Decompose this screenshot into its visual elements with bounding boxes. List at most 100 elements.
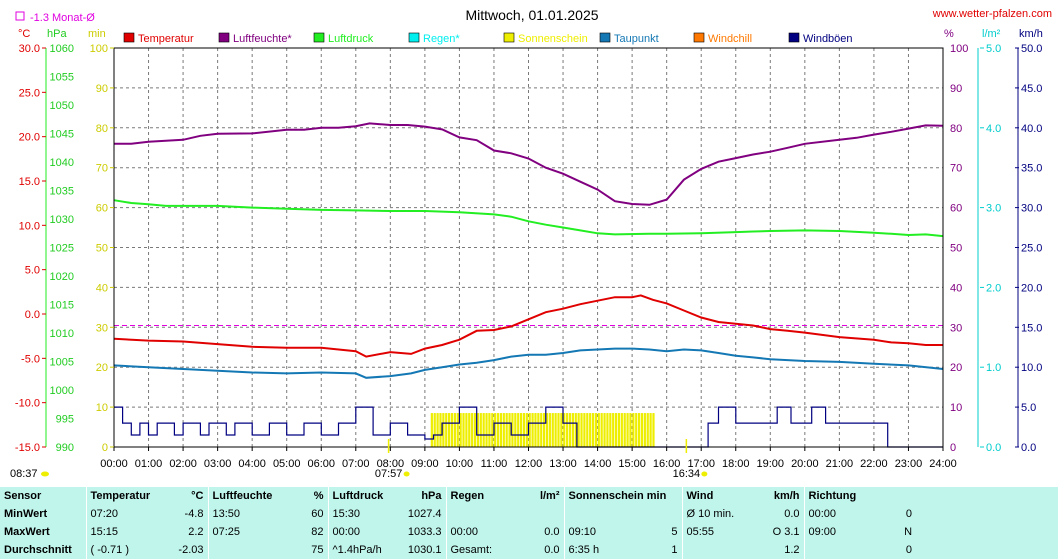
y-tick-label-percent: 100 — [950, 43, 968, 55]
sunshine-bar — [571, 413, 574, 447]
sunshine-bar — [540, 413, 543, 447]
y-tick-label-wind: 30.0 — [1021, 203, 1042, 215]
legend-swatch — [123, 32, 135, 43]
stats-dir-value: 0 — [905, 544, 913, 556]
y-tick-label-temp: 5.0 — [25, 265, 40, 277]
stats-rain-time — [445, 505, 514, 523]
sunshine-bar — [522, 413, 526, 447]
sunshine-bar — [496, 413, 500, 447]
stats-wind-time: Ø 10 min. — [681, 505, 759, 523]
y-tick-label-percent: 10 — [950, 402, 962, 414]
legend-label: Windchill — [708, 33, 752, 45]
sunshine-bar — [652, 413, 655, 447]
y-tick-label-percent: 80 — [950, 123, 962, 135]
sunshine-bar — [450, 413, 454, 447]
sun-markers: 07:57 16:34 — [375, 439, 708, 480]
y-tick-label-temp: 10.0 — [19, 220, 40, 232]
sunshine-bar — [545, 413, 549, 447]
x-tick-label: 12:00 — [515, 458, 543, 470]
stats-dir-time: 00:00 — [803, 505, 875, 523]
stats-temp-value: -4.8 — [184, 508, 204, 520]
x-tick-label: 15:00 — [618, 458, 646, 470]
y-tick-label-temp: 25.0 — [19, 87, 40, 99]
site-link[interactable]: www.wetter-pfalzen.com — [932, 8, 1052, 20]
stats-temp-time: 15:15 — [85, 523, 164, 541]
sunshine-bar — [499, 413, 503, 447]
y-tick-label-pressure: 1055 — [50, 72, 74, 84]
legend-swatch — [408, 32, 420, 43]
y-tick-label-percent: 40 — [950, 282, 962, 294]
stats-header-sun: Sonnenschein min — [563, 487, 683, 505]
sunshine-bar — [517, 413, 520, 447]
sunshine-bar — [606, 413, 609, 447]
sunshine-bar — [459, 413, 462, 447]
chart-title: Mittwoch, 01.01.2025 — [465, 7, 598, 23]
stats-row-label: MinWert — [4, 508, 48, 520]
y-tick-label-temp: 15.0 — [19, 176, 40, 188]
x-tick-label: 21:00 — [826, 458, 854, 470]
y-tick-label-minutes: 30 — [96, 322, 108, 334]
time-marker-label: 08:37 — [10, 468, 38, 480]
y-tick-label-minutes: 80 — [96, 123, 108, 135]
y-tick-label-minutes: 20 — [96, 362, 108, 374]
y-tick-label-minutes: 40 — [96, 282, 108, 294]
y-tick-label-percent: 30 — [950, 322, 962, 334]
sunshine-bar — [462, 413, 465, 447]
legend-label: Taupunkt — [614, 33, 659, 45]
x-tick-label: 04:00 — [238, 458, 266, 470]
stats-header-hum: Luftfeuchte — [207, 487, 284, 505]
monthly-average-swatch — [15, 11, 25, 21]
sun-marker-label: 07:57 — [375, 468, 403, 480]
legend-label: Regen* — [423, 33, 460, 45]
sunshine-bar — [433, 413, 436, 447]
sunshine-bar — [640, 413, 644, 447]
legend-swatch — [599, 32, 611, 43]
x-tick-label: 09:00 — [411, 458, 439, 470]
legend-swatch — [313, 32, 325, 43]
sunshine-bar — [580, 413, 583, 447]
y-tick-label-minutes: 70 — [96, 163, 108, 175]
sunshine-bar — [577, 413, 580, 447]
sunshine-bar — [468, 413, 471, 447]
y-tick-label-percent: 60 — [950, 203, 962, 215]
stats-wind-time: 05:55 — [681, 523, 759, 541]
stats-header-wind-unit: km/h — [773, 490, 800, 502]
sunshine-bar — [646, 413, 649, 447]
stats-rain-value: 0.0 — [544, 544, 560, 556]
stats-hum-time: 13:50 — [207, 505, 284, 523]
weather-chart: 30.0 25.0 20.0 15.0 10.0 5.0 0.0 -5.0 -10.0 -15.0… — [10, 7, 1052, 480]
sunshine-bar — [551, 413, 554, 447]
x-tick-label: 19:00 — [757, 458, 785, 470]
sun-icon — [701, 471, 708, 477]
stats-rain-value — [514, 505, 564, 523]
legend-swatch — [788, 32, 800, 43]
stats-temp-value: 2.2 — [188, 526, 204, 538]
stats-row-label: MaxWert — [4, 526, 50, 538]
stats-temp-value: -2.03 — [178, 544, 204, 556]
sunshine-bar — [511, 413, 514, 447]
y-tick-label-pressure: 1050 — [50, 100, 74, 112]
sunshine-bar — [525, 413, 528, 447]
x-tick-label: 14:00 — [584, 458, 612, 470]
y-tick-label-pressure: 1030 — [50, 214, 74, 226]
y-tick-label-wind: 20.0 — [1021, 282, 1042, 294]
stats-header-wind: Wind — [681, 487, 759, 505]
stats-press-time: ^1.4hPa/h — [327, 541, 398, 559]
stats-wind-time — [681, 541, 759, 559]
stats-dir-value: 0 — [905, 508, 913, 520]
sunshine-bar — [476, 413, 480, 447]
sunshine-bar — [473, 413, 477, 447]
x-tick-label: 01:00 — [135, 458, 163, 470]
stats-header-press-unit: hPa — [421, 490, 442, 502]
y-tick-label-pressure: 1005 — [50, 357, 74, 369]
y-tick-label-rain: 4.0 — [986, 123, 1001, 135]
legend-label: Windböen — [803, 33, 853, 45]
y-axis-ticks: 30.0 25.0 20.0 15.0 10.0 5.0 0.0 -5.0 -10.0 -15.0… — [15, 43, 1043, 454]
stats-wind-value: 1.2 — [784, 544, 800, 556]
stats-header-temp-unit: °C — [191, 490, 204, 502]
y-tick-label-temp: -15.0 — [15, 442, 40, 454]
y-tick-label-minutes: 0 — [102, 442, 108, 454]
sunshine-bar — [623, 413, 626, 447]
stats-sun-value — [644, 505, 682, 523]
y-tick-label-wind: 15.0 — [1021, 322, 1042, 334]
